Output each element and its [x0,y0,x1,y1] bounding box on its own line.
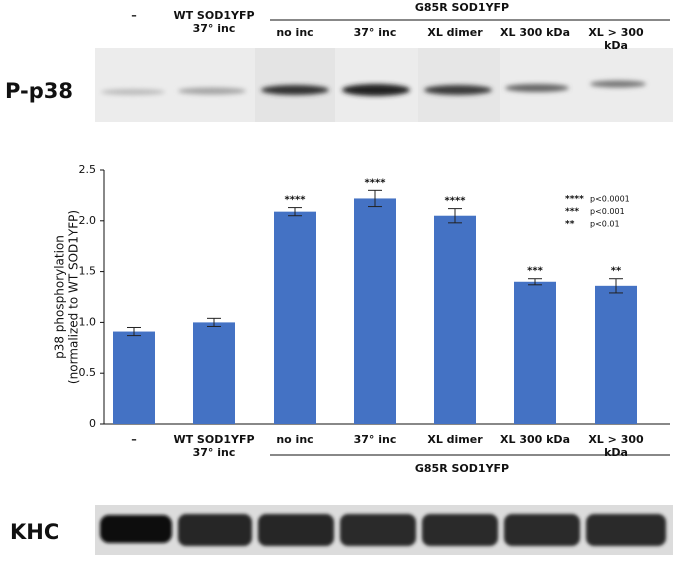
bar [113,331,155,424]
legend-p: p<0.0001 [590,195,630,204]
significance-label: *** [527,266,543,277]
y-tick-label: 2.5 [79,163,97,176]
error-bar [288,207,302,217]
error-bar [207,317,221,327]
x-tick-label: – [131,433,137,446]
y-tick-label: 0 [89,417,96,430]
bar [354,198,396,424]
x-tick-label: XL > 300 kDa [588,433,644,459]
legend-stars: **** [565,195,584,205]
bar [193,322,235,424]
error-bar [609,278,623,294]
bottom-blot [95,505,673,555]
error-bar [127,326,141,337]
x-tick-label: XL 300 kDa [500,433,570,446]
legend-stars: ** [565,220,575,230]
lane-label: – [131,9,137,22]
lane-label: no inc [276,26,314,39]
y-tick-label: 1.5 [79,265,97,278]
y-tick-label: 2.0 [79,214,97,227]
error-bar [368,189,382,208]
bar [514,281,556,424]
lane-label: 37° inc [353,26,397,39]
significance-label: ** [611,266,622,277]
legend-p: p<0.01 [590,220,620,229]
error-bar [528,278,542,286]
group-label: G85R SOD1YFP [414,462,510,475]
group-label: G85R SOD1YFP [414,1,510,14]
blot-label: P-p38 [5,79,73,103]
bar [274,211,316,424]
lane-label: XL > 300 kDa [588,26,644,52]
significance-label: **** [285,195,307,206]
legend-stars: *** [565,207,579,217]
lane-label: XL 300 kDa [500,26,570,39]
significance-label: **** [365,177,387,188]
top-blot [95,48,673,122]
x-tick-label: WT SOD1YFP 37° inc [173,433,255,459]
x-tick-label: XL dimer [427,433,483,446]
x-tick-label: no inc [276,433,314,446]
y-axis-label: (normalized to WT SOD1YFP) [67,210,81,384]
significance-label: **** [445,196,467,207]
y-tick-label: 0.5 [79,366,97,379]
lane-label: XL dimer [427,26,483,39]
error-bar [448,208,462,224]
bar [595,285,637,424]
blot-label: KHC [10,520,59,544]
y-axis-label: p38 phosphorylation [53,235,67,359]
x-tick-label: 37° inc [353,433,397,446]
lane-label: WT SOD1YFP 37° inc [173,9,255,35]
legend-p: p<0.001 [590,207,625,216]
bar [434,215,476,424]
y-tick-label: 1.0 [79,315,97,328]
